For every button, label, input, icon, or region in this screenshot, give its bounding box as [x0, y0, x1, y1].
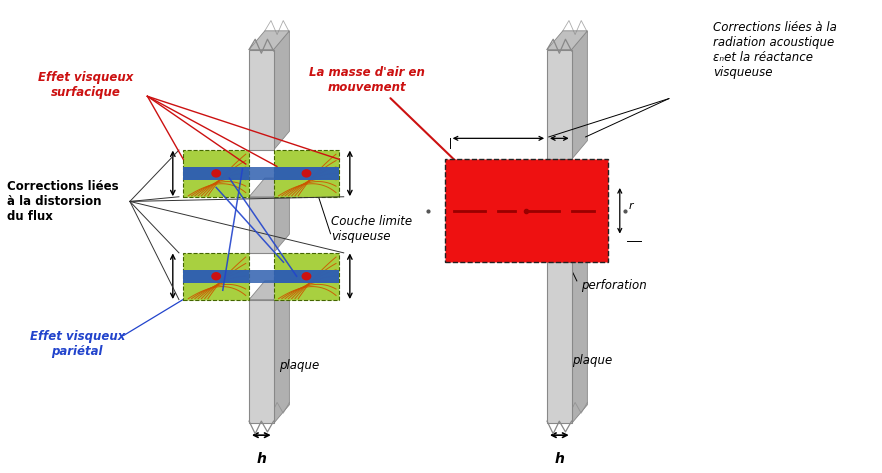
Polygon shape [249, 31, 289, 50]
Bar [273, 253, 340, 299]
Polygon shape [547, 31, 587, 50]
Ellipse shape [212, 169, 221, 177]
Polygon shape [547, 262, 572, 423]
Polygon shape [273, 281, 289, 423]
Bar [183, 270, 340, 283]
Bar [183, 270, 249, 283]
Polygon shape [547, 244, 587, 262]
Text: plaque: plaque [279, 359, 319, 372]
Polygon shape [249, 281, 289, 299]
Bar [183, 167, 340, 180]
Text: Effet visqueux
surfacique: Effet visqueux surfacique [38, 70, 134, 98]
Text: La masse d'air en
mouvement: La masse d'air en mouvement [309, 66, 424, 94]
Bar [183, 253, 249, 299]
Bar [183, 150, 249, 197]
Polygon shape [249, 299, 273, 423]
Text: h: h [555, 452, 564, 465]
Polygon shape [249, 50, 273, 150]
Text: plaque: plaque [572, 354, 613, 367]
Bar [273, 167, 340, 180]
Polygon shape [273, 31, 289, 150]
Text: Corrections liées à la
radiation acoustique
εₙet la réactance
visqueuse: Corrections liées à la radiation acousti… [713, 21, 836, 79]
Bar [445, 159, 608, 262]
Text: h: h [257, 452, 266, 465]
Ellipse shape [212, 272, 221, 280]
Polygon shape [572, 244, 587, 423]
Ellipse shape [302, 169, 311, 177]
Bar [273, 270, 340, 283]
Polygon shape [249, 178, 289, 197]
Text: perforation: perforation [581, 279, 647, 292]
Text: Effet visqueux
pariétal: Effet visqueux pariétal [30, 330, 125, 358]
Polygon shape [547, 50, 572, 159]
Text: Couche limite
visqueuse: Couche limite visqueuse [332, 216, 413, 244]
Text: r: r [629, 201, 633, 210]
Bar [183, 167, 249, 180]
Text: Corrections liées
à la distorsion
du flux: Corrections liées à la distorsion du flu… [7, 180, 119, 223]
Polygon shape [249, 197, 273, 253]
Polygon shape [273, 178, 289, 253]
Bar [273, 150, 340, 197]
Polygon shape [572, 31, 587, 159]
Ellipse shape [302, 272, 311, 280]
